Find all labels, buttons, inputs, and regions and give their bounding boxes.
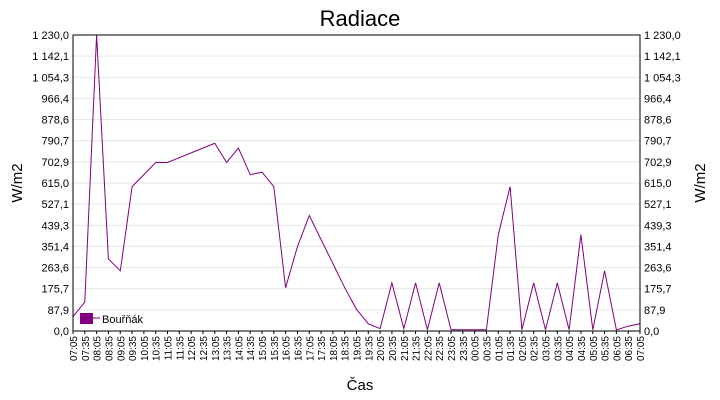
x-tick-label: 01:35 xyxy=(506,336,517,361)
y-tick-label-right: 1 054,3 xyxy=(644,72,681,84)
y-tick-label-right: 87,9 xyxy=(644,305,665,317)
y-tick-label-right: 878,6 xyxy=(644,115,672,127)
x-tick-label: 01:05 xyxy=(494,336,505,361)
plot-frame xyxy=(72,34,641,332)
y-tick-label-right: 615,0 xyxy=(644,178,672,190)
x-tick-label: 00:35 xyxy=(482,336,493,361)
x-tick-label: 05:35 xyxy=(601,336,612,361)
x-tick-label: 07:05 xyxy=(636,336,647,361)
y-axis-label-right: W/m2 xyxy=(692,163,709,202)
x-tick-label: 20:05 xyxy=(376,336,387,361)
y-tick-label-right: 175,7 xyxy=(644,284,672,296)
x-tick-label: 19:05 xyxy=(353,336,364,361)
chart-title: Radiace xyxy=(320,6,401,31)
x-tick-label: 22:05 xyxy=(423,336,434,361)
y-tick-label: 175,7 xyxy=(41,284,69,296)
x-tick-label: 08:05 xyxy=(93,336,104,361)
y-tick-label: 878,6 xyxy=(41,115,69,127)
y-tick-label: 87,9 xyxy=(48,305,69,317)
x-tick-label: 21:35 xyxy=(412,336,423,361)
x-tick-label: 22:35 xyxy=(435,336,446,361)
x-tick-label: 04:35 xyxy=(577,336,588,361)
x-tick-label: 16:35 xyxy=(293,336,304,361)
x-tick-label: 14:05 xyxy=(234,336,245,361)
x-tick-label: 17:05 xyxy=(305,336,316,361)
x-tick-label: 10:05 xyxy=(140,336,151,361)
y-tick-label: 1 054,3 xyxy=(32,72,69,84)
x-tick-label: 19:35 xyxy=(364,336,375,361)
x-tick-label: 09:35 xyxy=(128,336,139,361)
y-tick-label-right: 1 230,0 xyxy=(644,30,681,42)
x-tick-label: 23:35 xyxy=(459,336,470,361)
x-tick-label: 18:05 xyxy=(329,336,340,361)
x-tick-label: 06:05 xyxy=(612,336,623,361)
x-tick-label: 06:35 xyxy=(624,336,635,361)
y-ticks-right: 0,0 87,9 175,7 263,6 351,4 439,3 527,1 615,0 702… xyxy=(644,30,681,338)
y-tick-label-right: 790,7 xyxy=(644,136,672,148)
x-tick-label: 02:05 xyxy=(518,336,529,361)
legend-label: Bouřňák xyxy=(102,314,143,326)
y-tick-label-right: 702,9 xyxy=(644,157,672,169)
y-tick-label-right: 263,6 xyxy=(644,263,672,275)
legend-swatch xyxy=(80,313,93,324)
x-tick-label: 07:05 xyxy=(69,336,80,361)
y-ticks-left: 0,0 87,9 175,7 263,6 351,4 439,3 527,1 615,0 702… xyxy=(32,30,69,338)
x-tick-label: 07:35 xyxy=(81,336,92,361)
x-tick-label: 12:05 xyxy=(187,336,198,361)
x-tick-label: 23:05 xyxy=(447,336,458,361)
x-tick-label: 17:35 xyxy=(317,336,328,361)
y-tick-label: 702,9 xyxy=(41,157,69,169)
x-tick-label: 09:05 xyxy=(116,336,127,361)
x-tick-label: 03:35 xyxy=(553,336,564,361)
x-tick-label: 00:05 xyxy=(471,336,482,361)
x-tick-label: 14:35 xyxy=(246,336,257,361)
x-tick-label: 13:05 xyxy=(211,336,222,361)
series-line-bourrnak xyxy=(72,34,641,331)
x-tick-label: 11:35 xyxy=(175,336,186,361)
y-tick-label-right: 1 142,1 xyxy=(644,51,681,63)
x-tick-label: 08:35 xyxy=(104,336,115,361)
y-tick-label: 263,6 xyxy=(41,263,69,275)
y-tick-label-right: 439,3 xyxy=(644,220,672,232)
x-tick-label: 20:35 xyxy=(388,336,399,361)
x-tick-label: 15:05 xyxy=(258,336,269,361)
y-tick-label: 615,0 xyxy=(41,178,69,190)
y-tick-label: 527,1 xyxy=(41,199,69,211)
x-tick-label: 13:35 xyxy=(223,336,234,361)
x-ticks: 07:05 07:35 08:05 08:35 09:05 09:35 10:05 10:35… xyxy=(69,331,647,361)
x-tick-label: 04:05 xyxy=(565,336,576,361)
x-tick-label: 11:05 xyxy=(164,336,175,361)
y-tick-label: 439,3 xyxy=(41,220,69,232)
x-tick-label: 10:35 xyxy=(152,336,163,361)
y-tick-label: 790,7 xyxy=(41,136,69,148)
x-tick-label: 05:05 xyxy=(589,336,600,361)
y-tick-label-right: 0,0 xyxy=(644,326,659,338)
y-tick-label: 1 230,0 xyxy=(32,30,69,42)
x-tick-label: 03:05 xyxy=(542,336,553,361)
y-tick-label: 1 142,1 xyxy=(32,51,69,63)
y-tick-label-right: 527,1 xyxy=(644,199,672,211)
x-axis-label: Čas xyxy=(347,377,374,394)
grid xyxy=(73,34,640,332)
y-tick-label-right: 966,4 xyxy=(644,93,672,105)
y-tick-label-right: 351,4 xyxy=(644,241,672,253)
x-tick-label: 18:35 xyxy=(341,336,352,361)
x-tick-label: 15:35 xyxy=(270,336,281,361)
legend: Bouřňák xyxy=(80,313,143,326)
y-axis-label-left: W/m2 xyxy=(9,163,26,202)
y-tick-label: 351,4 xyxy=(41,241,69,253)
x-tick-label: 16:05 xyxy=(282,336,293,361)
x-tick-label: 02:35 xyxy=(530,336,541,361)
x-tick-label: 21:05 xyxy=(400,336,411,361)
y-tick-label: 0,0 xyxy=(54,326,69,338)
x-tick-label: 12:35 xyxy=(199,336,210,361)
y-tick-label: 966,4 xyxy=(41,93,69,105)
